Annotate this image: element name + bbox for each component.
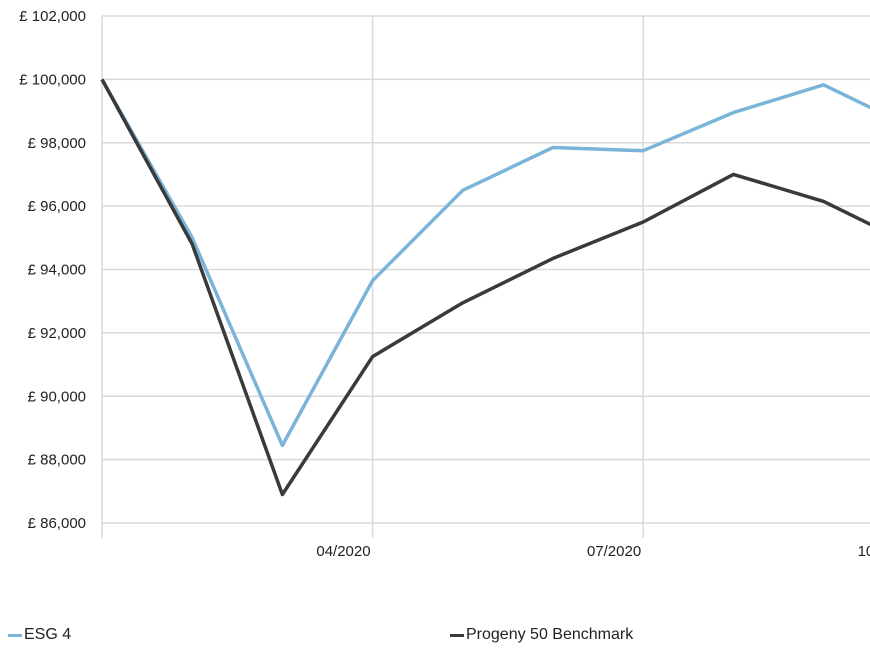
x-axis-tick-labels: 04/2020 07/2020 10/2020 [316, 543, 870, 560]
series-line-esg-4 [100, 78, 870, 448]
y-tick-label: £ 98,000 [28, 135, 86, 152]
legend-swatch-esg-4 [8, 633, 22, 637]
legend-item-esg-4: ESG 4 [8, 626, 71, 644]
y-tick-label: £ 92,000 [28, 325, 86, 342]
x-tick-label: 10/2020 [858, 543, 870, 560]
legend-label-esg-4: ESG 4 [24, 626, 72, 643]
y-axis-tick-labels: £ 86,000 £ 88,000 £ 90,000 £ 92,000 £ 94,000… [19, 8, 86, 532]
x-tick-label: 04/2020 [316, 543, 370, 560]
x-tick-label: 07/2020 [587, 543, 641, 560]
line-chart: £ 86,000 £ 88,000 £ 90,000 £ 92,000 £ 94,000… [19, 8, 870, 560]
y-tick-label: £ 94,000 [28, 262, 86, 279]
legend-label-progeny-50-benchmark: Progeny 50 Benchmark [466, 626, 634, 643]
legend-item-progeny-50-benchmark: Progeny 50 Benchmark [450, 626, 633, 644]
y-tick-label: £ 96,000 [28, 198, 86, 215]
series-lines [100, 78, 870, 497]
y-tick-label: £ 90,000 [28, 388, 86, 405]
y-tick-label: £ 86,000 [28, 515, 86, 532]
legend-swatch-progeny-50-benchmark [450, 633, 464, 637]
chart-grid [101, 15, 870, 538]
y-tick-label: £ 100,000 [19, 71, 86, 88]
series-line-progeny-50-benchmark [100, 78, 870, 497]
y-tick-label: £ 102,000 [19, 8, 86, 25]
y-tick-label: £ 88,000 [28, 452, 86, 469]
